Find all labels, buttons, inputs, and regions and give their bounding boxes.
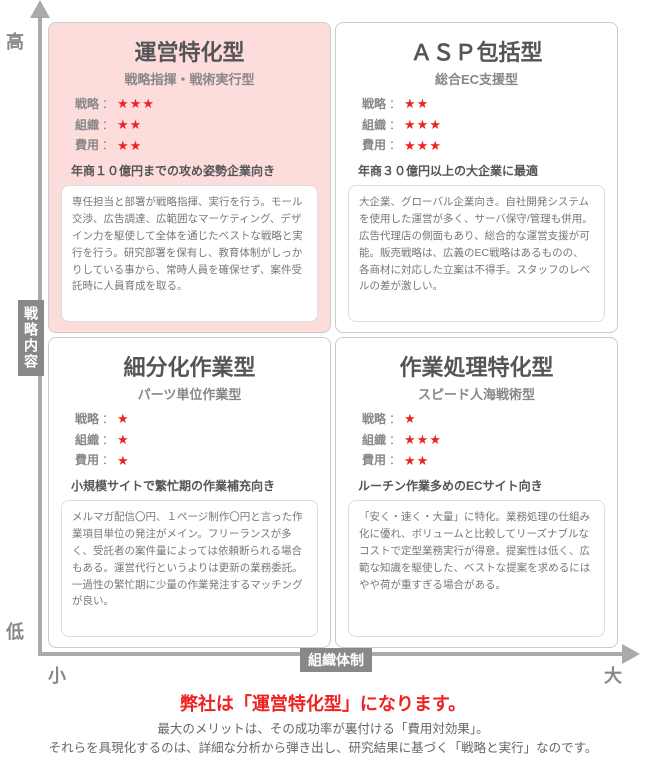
rating-separator: ：	[102, 95, 114, 114]
rating-row-strategy: 戦略：★★★	[75, 94, 318, 115]
rating-row-org: 組織：★★★	[362, 115, 605, 136]
quadrant-target: 年商３０億円以上の大企業に最適	[358, 162, 605, 179]
quadrant-3: 作業処理特化型スピード人海戦術型戦略：★組織：★★★費用：★★ルーチン作業多めの…	[335, 337, 618, 648]
rating-separator: ：	[389, 431, 401, 450]
y-axis-high-label: 高	[6, 28, 24, 54]
rating-separator: ：	[102, 451, 114, 470]
star-icon: ★	[117, 451, 130, 472]
ratings-block: 戦略：★★組織：★★★費用：★★★	[362, 94, 605, 156]
star-icon: ★★	[117, 115, 142, 136]
rating-label: 戦略	[75, 410, 99, 429]
quadrant-subtitle: 戦略指揮・戦術実行型	[61, 69, 318, 88]
quadrant-description: 「安く・速く・大量」に特化。業務処理の仕組み化に優れ、ボリュームと比較してリーズ…	[348, 500, 605, 637]
x-axis-arrowhead	[622, 644, 640, 664]
x-axis-title: 組織体制	[300, 648, 372, 672]
quadrant-title: 運営特化型	[61, 35, 318, 67]
star-icon: ★★★	[404, 430, 442, 451]
quadrant-target: ルーチン作業多めのECサイト向き	[358, 477, 605, 494]
rating-separator: ：	[102, 431, 114, 450]
rating-separator: ：	[389, 116, 401, 135]
star-icon: ★★	[404, 451, 429, 472]
star-icon: ★★★	[404, 115, 442, 136]
rating-label: 組織	[75, 116, 99, 135]
rating-separator: ：	[102, 136, 114, 155]
quadrant-subtitle: パーツ単位作業型	[61, 384, 318, 403]
rating-row-strategy: 戦略：★	[75, 409, 318, 430]
star-icon: ★	[117, 430, 130, 451]
rating-label: 組織	[75, 431, 99, 450]
rating-label: 戦略	[362, 95, 386, 114]
x-axis-large-label: 大	[604, 662, 622, 688]
rating-row-org: 組織：★★	[75, 115, 318, 136]
rating-label: 戦略	[362, 410, 386, 429]
rating-row-cost: 費用：★★	[362, 451, 605, 472]
rating-separator: ：	[389, 136, 401, 155]
quadrant-target: 年商１０億円までの攻め姿勢企業向き	[71, 162, 318, 179]
quadrant-description: 専任担当と部署が戦略指揮、実行を行う。モール交渉、広告調達、広範囲なマーケティン…	[61, 185, 318, 322]
quadrant-2: 細分化作業型パーツ単位作業型戦略：★組織：★費用：★小規模サイトで繁忙期の作業補…	[48, 337, 331, 648]
rating-label: 組織	[362, 431, 386, 450]
quadrant-title: 細分化作業型	[61, 350, 318, 382]
rating-row-org: 組織：★★★	[362, 430, 605, 451]
rating-label: 費用	[362, 136, 386, 155]
quadrant-description: 大企業、グローバル企業向き。自社開発システムを使用した運営が多く、サーバ保守/管…	[348, 185, 605, 322]
star-icon: ★★	[117, 136, 142, 157]
quadrant-grid: 運営特化型戦略指揮・戦術実行型戦略：★★★組織：★★費用：★★年商１０億円までの…	[48, 22, 618, 648]
quadrant-1: ＡＳＰ包括型総合EC支援型戦略：★★組織：★★★費用：★★★年商３０億円以上の大…	[335, 22, 618, 333]
quadrant-0: 運営特化型戦略指揮・戦術実行型戦略：★★★組織：★★費用：★★年商１０億円までの…	[48, 22, 331, 333]
rating-separator: ：	[102, 116, 114, 135]
star-icon: ★★★	[117, 94, 155, 115]
rating-label: 費用	[75, 451, 99, 470]
footer-headline: 弊社は「運営特化型」になります。	[0, 690, 646, 716]
quadrant-target: 小規模サイトで繁忙期の作業補充向き	[71, 477, 318, 494]
quadrant-subtitle: スピード人海戦術型	[348, 384, 605, 403]
quadrant-title: ＡＳＰ包括型	[348, 35, 605, 67]
footer: 弊社は「運営特化型」になります。 最大のメリットは、その成功率が裏付ける「費用対…	[0, 690, 646, 758]
rating-row-strategy: 戦略：★	[362, 409, 605, 430]
star-icon: ★★★	[404, 136, 442, 157]
footer-line1: 最大のメリットは、その成功率が裏付ける「費用対効果」。	[0, 720, 646, 739]
star-icon: ★★	[404, 94, 429, 115]
rating-row-org: 組織：★	[75, 430, 318, 451]
rating-label: 組織	[362, 116, 386, 135]
rating-row-cost: 費用：★★	[75, 136, 318, 157]
rating-separator: ：	[389, 95, 401, 114]
rating-row-cost: 費用：★★★	[362, 136, 605, 157]
y-axis-title: 戦略内容	[18, 300, 44, 376]
rating-label: 費用	[362, 451, 386, 470]
rating-separator: ：	[389, 451, 401, 470]
quadrant-description: メルマガ配信〇円、１ページ制作〇円と言った作業項目単位の発注がメイン。フリーラン…	[61, 500, 318, 637]
footer-line2: それらを具現化するのは、詳細な分析から弾き出し、研究結果に基づく「戦略と実行」な…	[0, 739, 646, 758]
ratings-block: 戦略：★組織：★費用：★	[75, 409, 318, 471]
star-icon: ★	[404, 409, 417, 430]
ratings-block: 戦略：★組織：★★★費用：★★	[362, 409, 605, 471]
rating-label: 費用	[75, 136, 99, 155]
rating-row-strategy: 戦略：★★	[362, 94, 605, 115]
y-axis-low-label: 低	[6, 618, 24, 644]
quadrant-subtitle: 総合EC支援型	[348, 69, 605, 88]
star-icon: ★	[117, 409, 130, 430]
rating-row-cost: 費用：★	[75, 451, 318, 472]
x-axis-small-label: 小	[48, 662, 66, 688]
ratings-block: 戦略：★★★組織：★★費用：★★	[75, 94, 318, 156]
matrix-diagram: 高 低 小 大 戦略内容 組織体制 運営特化型戦略指揮・戦術実行型戦略：★★★組…	[0, 0, 646, 760]
rating-separator: ：	[102, 410, 114, 429]
quadrant-title: 作業処理特化型	[348, 350, 605, 382]
rating-label: 戦略	[75, 95, 99, 114]
rating-separator: ：	[389, 410, 401, 429]
